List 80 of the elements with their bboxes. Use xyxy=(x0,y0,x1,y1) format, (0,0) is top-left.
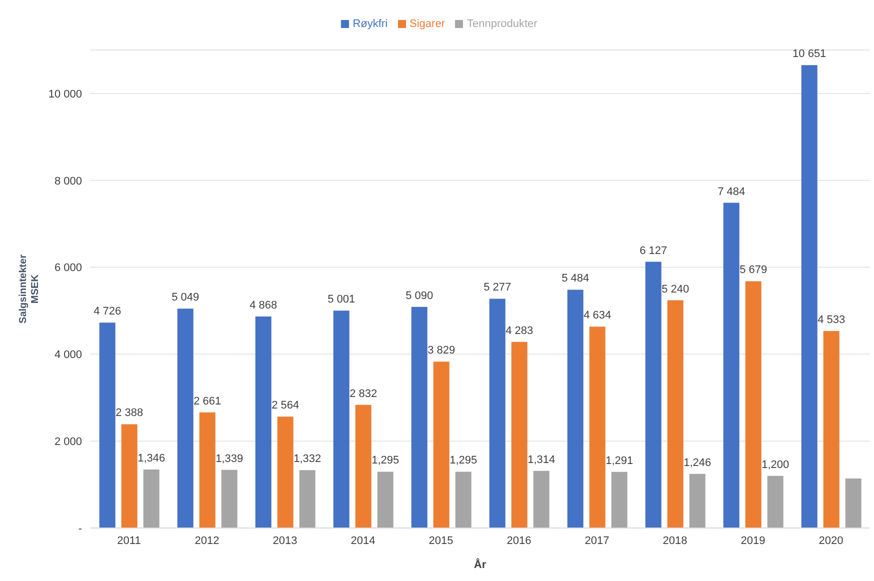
bar xyxy=(767,476,784,528)
bar xyxy=(823,331,840,528)
x-tick-label: 2011 xyxy=(117,534,141,547)
bar xyxy=(121,424,138,528)
y-tick-label: 8 000 xyxy=(54,175,82,188)
bar xyxy=(489,298,506,528)
data-label: 6 127 xyxy=(640,244,668,257)
legend-label: Sigarer xyxy=(410,18,445,30)
x-tick-label: 2013 xyxy=(272,534,298,547)
data-label: 1,339 xyxy=(216,452,244,465)
x-tick-label: 2017 xyxy=(584,534,610,547)
data-label: 5 049 xyxy=(172,292,200,304)
bar xyxy=(645,262,662,528)
bar xyxy=(745,281,762,528)
data-label: 1,246 xyxy=(684,456,712,469)
bar xyxy=(689,474,706,528)
x-tick-label: 2015 xyxy=(428,534,454,547)
bar xyxy=(801,65,818,528)
y-tick-label: 10 000 xyxy=(48,88,82,100)
bar xyxy=(299,470,316,528)
data-label: 1,295 xyxy=(372,454,400,467)
bar xyxy=(333,310,350,528)
bar xyxy=(723,202,740,528)
y-tick-label: 2 000 xyxy=(54,436,82,448)
data-label: 4 634 xyxy=(584,310,612,322)
y-tick-label: 4 000 xyxy=(54,349,82,362)
bar xyxy=(221,470,238,528)
data-label: 5 001 xyxy=(328,294,356,306)
x-tick-label: 2014 xyxy=(350,534,376,547)
data-label: 1,314 xyxy=(528,454,556,466)
data-label: 2 564 xyxy=(272,400,300,412)
data-label: 1,346 xyxy=(138,452,166,465)
legend-label: Tennprodukter xyxy=(466,18,538,30)
bar xyxy=(411,306,428,528)
data-label: 2 832 xyxy=(350,388,378,400)
bar xyxy=(455,472,472,528)
bar xyxy=(845,478,862,528)
legend-label: Røykfri xyxy=(352,18,388,30)
data-label: 5 240 xyxy=(662,283,690,296)
x-tick-label: 2018 xyxy=(662,534,688,547)
x-tick-label: 2012 xyxy=(194,534,220,547)
bar xyxy=(143,470,160,528)
bar xyxy=(611,472,628,528)
data-label: 2 388 xyxy=(116,407,144,420)
data-label: 1,332 xyxy=(294,453,322,466)
bar xyxy=(277,416,294,528)
bar xyxy=(667,300,684,528)
x-axis-title: År xyxy=(474,558,487,571)
data-label: 5 484 xyxy=(562,272,590,285)
data-label: 4 533 xyxy=(818,314,846,326)
data-label: 2 661 xyxy=(194,395,222,408)
y-axis-title: Salgsinntekter MSEK xyxy=(18,254,41,324)
bar xyxy=(255,316,272,528)
data-label: 1,295 xyxy=(450,454,478,467)
data-label: 10 651 xyxy=(792,48,826,60)
bar xyxy=(533,470,550,528)
data-label: 1,200 xyxy=(762,458,790,471)
data-label: 5 679 xyxy=(740,264,768,276)
bar xyxy=(99,322,116,528)
x-tick-label: 2016 xyxy=(506,534,532,547)
bar xyxy=(567,290,584,528)
data-label: 3 829 xyxy=(428,344,456,357)
bar xyxy=(199,412,216,528)
data-label: 5 277 xyxy=(484,282,512,294)
data-label: 4 868 xyxy=(250,299,278,312)
x-tick-label: 2020 xyxy=(818,534,844,547)
data-label: 1,291 xyxy=(606,454,634,467)
bar xyxy=(177,308,194,528)
y-tick-label: - xyxy=(78,522,82,535)
bar xyxy=(589,326,606,528)
bar xyxy=(511,342,528,528)
data-label: 4 283 xyxy=(506,324,534,337)
data-label: 5 090 xyxy=(406,290,434,302)
bar xyxy=(433,362,450,528)
data-label: 4 726 xyxy=(94,306,122,318)
bar xyxy=(355,404,372,528)
data-label: 7 484 xyxy=(718,186,746,198)
x-tick-label: 2019 xyxy=(740,534,766,547)
bar xyxy=(377,472,394,528)
y-tick-label: 6 000 xyxy=(54,262,82,274)
